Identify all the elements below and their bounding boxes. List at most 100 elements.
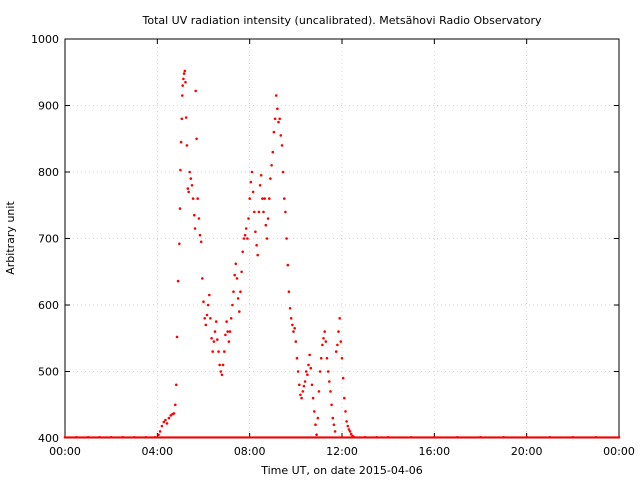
data-point	[339, 340, 343, 343]
data-point	[270, 164, 273, 167]
data-point	[211, 350, 214, 353]
data-point	[288, 307, 292, 310]
y-tick-label: 700	[38, 233, 59, 246]
data-point	[236, 297, 240, 300]
data-point	[349, 432, 353, 436]
data-point	[179, 168, 182, 172]
data-point	[261, 197, 264, 200]
data-point	[210, 337, 213, 340]
data-point	[336, 343, 339, 347]
data-point	[309, 366, 313, 370]
data-point	[243, 233, 247, 237]
data-point	[347, 428, 351, 431]
data-point	[162, 420, 166, 424]
data-point	[189, 177, 193, 180]
data-point	[204, 323, 208, 327]
data-point	[165, 422, 169, 425]
y-tick-label: 600	[38, 299, 59, 312]
data-point	[525, 436, 528, 439]
data-point	[209, 317, 212, 320]
data-point	[216, 338, 219, 341]
data-point	[185, 144, 189, 147]
data-point	[157, 433, 160, 437]
data-point	[352, 435, 355, 439]
data-point	[178, 207, 182, 210]
data-point	[144, 436, 148, 439]
data-point	[213, 330, 217, 333]
data-point	[321, 343, 324, 347]
data-point	[226, 330, 229, 333]
data-point	[279, 134, 283, 137]
data-point	[307, 363, 310, 367]
data-point	[208, 293, 211, 297]
data-point	[191, 197, 195, 200]
y-tick-label: 1000	[31, 33, 59, 46]
data-point	[257, 210, 261, 214]
data-point	[338, 317, 342, 320]
data-point	[337, 330, 340, 333]
data-point	[271, 150, 275, 154]
data-point	[332, 423, 336, 427]
data-point	[274, 94, 278, 97]
data-point	[345, 420, 348, 423]
data-point	[227, 340, 231, 343]
data-point	[341, 376, 345, 380]
axis-ticks: 00:00 04:00 08:00 12:00 16:00 20:00 00:0040050…	[31, 33, 635, 458]
data-point	[410, 436, 413, 439]
data-point	[172, 412, 176, 415]
data-point	[220, 373, 224, 377]
data-point	[295, 356, 299, 360]
x-tick-label: 00:00	[603, 445, 635, 458]
data-point	[303, 380, 307, 383]
data-point	[247, 217, 250, 220]
data-point	[223, 350, 226, 353]
data-point	[217, 350, 220, 353]
data-point	[272, 130, 276, 134]
data-point	[594, 436, 598, 439]
data-point	[296, 370, 300, 373]
data-point	[254, 230, 257, 234]
data-point	[233, 273, 236, 277]
data-point	[324, 340, 328, 343]
data-point	[183, 69, 187, 73]
x-tick-label: 12:00	[326, 445, 358, 458]
data-point	[175, 383, 178, 387]
data-point	[218, 363, 221, 367]
data-point	[194, 89, 197, 93]
data-point	[221, 363, 225, 367]
data-point	[253, 210, 256, 214]
data-point	[262, 210, 265, 214]
data-point	[289, 317, 293, 320]
data-point	[238, 310, 241, 313]
data-point	[306, 373, 309, 377]
data-point	[268, 197, 271, 200]
data-point	[167, 416, 171, 420]
data-point	[179, 140, 183, 144]
data-point	[265, 237, 269, 240]
data-point	[198, 233, 202, 237]
data-point	[316, 416, 320, 420]
data-point	[322, 337, 325, 340]
x-tick-label: 04:00	[141, 445, 173, 458]
data-point	[224, 333, 227, 337]
data-point	[278, 117, 282, 121]
data-point	[228, 330, 232, 333]
data-point	[293, 327, 297, 330]
data-point	[197, 217, 201, 220]
data-point	[63, 436, 67, 439]
data-point	[433, 436, 436, 439]
data-point	[277, 120, 280, 124]
data-point	[617, 436, 621, 439]
data-point	[202, 300, 205, 304]
data-point	[169, 414, 172, 417]
y-tick-label: 800	[38, 166, 59, 179]
y-tick-label: 500	[38, 366, 59, 379]
data-point	[300, 396, 303, 400]
data-point	[319, 356, 323, 360]
data-point	[346, 424, 350, 428]
data-point	[188, 170, 191, 174]
data-point	[214, 320, 218, 323]
data-point	[329, 390, 332, 393]
data-point	[284, 210, 287, 214]
data-point	[292, 330, 295, 333]
